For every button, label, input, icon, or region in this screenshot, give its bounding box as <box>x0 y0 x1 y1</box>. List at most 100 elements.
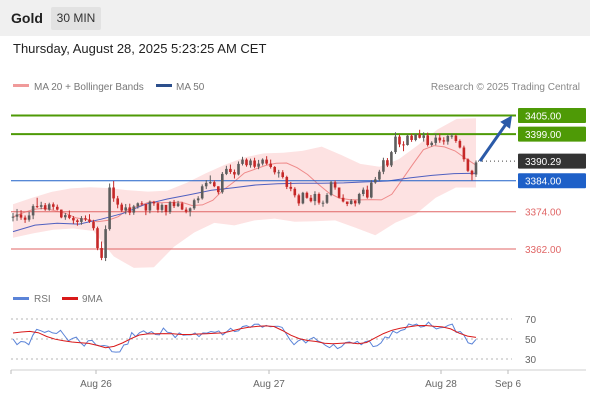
candle-body <box>466 159 470 171</box>
rsi-line <box>12 321 477 353</box>
candle-body <box>27 215 31 220</box>
candle-body <box>442 140 446 142</box>
candle-body <box>349 200 353 204</box>
candle-body <box>378 171 381 180</box>
candle-body <box>176 203 180 207</box>
candle-body <box>164 204 168 212</box>
candle-body <box>398 136 401 145</box>
projection-arrow-icon <box>500 115 512 129</box>
resistance-label-bg <box>518 126 586 142</box>
candle-body <box>23 217 27 220</box>
candle-body <box>225 168 228 174</box>
candle-body <box>152 201 156 204</box>
candle-body <box>116 198 119 205</box>
candle-body <box>124 207 127 211</box>
candle-body <box>39 205 43 207</box>
candle-body <box>11 216 15 218</box>
candle-body <box>192 200 196 209</box>
candle-body <box>120 204 123 211</box>
candle-body <box>418 134 421 138</box>
candle-body <box>221 173 224 193</box>
candle-body <box>217 186 220 193</box>
candle-body <box>96 228 99 249</box>
candle-body <box>56 206 59 210</box>
candle-body <box>390 152 393 166</box>
candle-body <box>450 135 454 137</box>
pivot-label-bg <box>518 173 586 189</box>
toolbar: Gold 30 MIN <box>0 0 590 36</box>
candle-body <box>31 206 35 216</box>
price-panel: 3405.00 3399.00 3390.29 3384.00 3374.00 3362.… <box>11 108 586 268</box>
candle-body <box>245 159 248 166</box>
candle-body <box>386 160 389 166</box>
candle-body <box>168 202 172 212</box>
ma20-legend-label: MA 20 + Bollinger Bands <box>34 82 144 93</box>
candle-body <box>188 208 192 212</box>
candle-body <box>474 162 478 175</box>
candle-body <box>357 194 361 204</box>
candle-body <box>458 141 462 148</box>
candle-body <box>47 204 51 210</box>
pivot-label: 3384.00 <box>525 177 562 188</box>
copyright-label: Research © 2025 Trading Central <box>431 82 580 93</box>
ma50-legend-label: MA 50 <box>176 82 205 93</box>
candle-body <box>144 204 148 211</box>
candle-body <box>241 159 244 164</box>
candle-body <box>309 197 313 202</box>
ma9-legend-swatch <box>62 297 78 300</box>
candle-body <box>366 189 369 198</box>
candle-body <box>100 248 103 258</box>
candle-body <box>104 229 107 258</box>
candle-body <box>52 204 55 207</box>
candle-body <box>160 204 164 210</box>
resistance-label: 3405.00 <box>525 112 562 123</box>
candle-body <box>426 135 429 145</box>
candle-body <box>148 201 152 211</box>
candle-body <box>345 201 349 204</box>
candle-body <box>19 214 23 218</box>
candle-body <box>156 203 160 210</box>
candle-body <box>15 214 19 217</box>
candle-body <box>76 220 79 222</box>
candle-body <box>136 203 140 207</box>
candle-body <box>72 217 75 221</box>
candle-body <box>374 179 377 183</box>
candle-body <box>317 194 321 203</box>
candle-body <box>249 160 252 166</box>
timeframe-button[interactable]: 30 MIN <box>51 7 101 30</box>
candle-body <box>446 136 450 142</box>
last-label-bg <box>518 153 586 169</box>
candle-body <box>281 172 284 177</box>
candle-body <box>362 189 365 194</box>
candle-body <box>213 182 216 187</box>
x-tick-label: Aug 26 <box>80 379 112 390</box>
instrument-title: Gold <box>11 10 43 26</box>
candle-body <box>285 177 289 187</box>
rsi-tick-label: 30 <box>525 355 537 366</box>
candle-body <box>200 186 204 199</box>
candle-body <box>297 195 301 204</box>
candle-body <box>269 163 272 167</box>
rsi-legend-label: RSI <box>34 294 51 305</box>
last-label: 3390.29 <box>525 157 562 168</box>
bollinger-band <box>13 118 476 268</box>
resistance-label: 3399.00 <box>525 130 562 141</box>
x-axis: Aug 26 Aug 27 Aug 28 Sep 6 <box>10 370 522 390</box>
ma9-legend-label: 9MA <box>82 294 103 305</box>
candle-body <box>293 188 297 196</box>
candle-body <box>253 160 256 167</box>
candle-body <box>410 135 413 140</box>
candle-body <box>64 215 67 218</box>
candle-body <box>204 182 208 187</box>
candle-body <box>438 137 442 141</box>
rsi-panel: 70 50 30 <box>11 315 537 366</box>
candle-body <box>301 192 305 204</box>
candle-body <box>128 207 131 213</box>
candle-body <box>277 172 280 174</box>
candle-body <box>140 203 144 205</box>
x-tick-label: Aug 27 <box>253 379 285 390</box>
support-label: 3362.00 <box>525 245 562 256</box>
candle-body <box>430 142 433 145</box>
rsi-tick-label: 50 <box>525 335 537 346</box>
